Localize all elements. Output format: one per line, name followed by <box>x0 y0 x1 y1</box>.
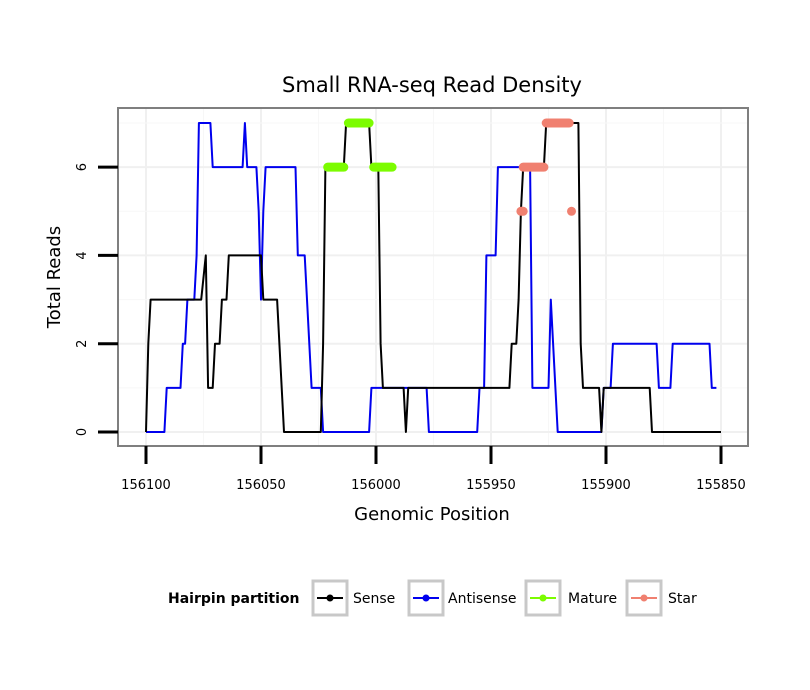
y-tick-label: 2 <box>75 340 90 348</box>
x-tick-label: 155850 <box>696 478 746 493</box>
legend-label-mature: Mature <box>568 591 617 607</box>
y-axis: 0 2 4 6 <box>75 163 118 436</box>
legend-entry-antisense: Antisense <box>407 579 517 617</box>
x-tick-label: 156050 <box>236 478 286 493</box>
legend-label-sense: Sense <box>353 591 395 607</box>
legend-entry-star: Star <box>625 579 697 617</box>
legend: Hairpin partition Sense Antisense Mature St… <box>168 579 697 617</box>
legend-label-antisense: Antisense <box>448 591 517 607</box>
plot-panel <box>117 107 749 447</box>
legend-key-dot-sense <box>326 594 334 602</box>
x-tick-label: 156000 <box>351 478 401 493</box>
y-axis-title: Total Reads <box>44 226 65 329</box>
series-mature <box>323 118 397 172</box>
grid-lines <box>118 108 748 446</box>
series-layer <box>145 118 721 433</box>
y-tick-label: 6 <box>75 163 90 171</box>
x-axis: 156100 156050 156000 155950 155900 155850 <box>121 446 746 493</box>
x-axis-title: Genomic Position <box>354 504 510 525</box>
series-point-star <box>567 206 576 216</box>
legend-key-dot-antisense <box>422 594 430 602</box>
legend-entry-mature: Mature <box>524 579 617 617</box>
legend-entries: Sense Antisense Mature Star <box>311 579 697 617</box>
series-star <box>516 118 576 216</box>
chart-title: Small RNA-seq Read Density <box>282 73 582 97</box>
x-tick-label: 156100 <box>121 478 171 493</box>
x-tick-label: 155950 <box>466 478 516 493</box>
y-tick-label: 0 <box>75 428 90 436</box>
x-tick-label: 155900 <box>581 478 631 493</box>
y-tick-label: 4 <box>75 251 90 259</box>
legend-key-dot-mature <box>539 594 547 602</box>
legend-label-star: Star <box>668 591 697 607</box>
panel-border <box>117 107 749 447</box>
legend-key-dot-star <box>640 594 648 602</box>
legend-title: Hairpin partition <box>168 591 299 607</box>
legend-entry-sense: Sense <box>311 579 395 617</box>
